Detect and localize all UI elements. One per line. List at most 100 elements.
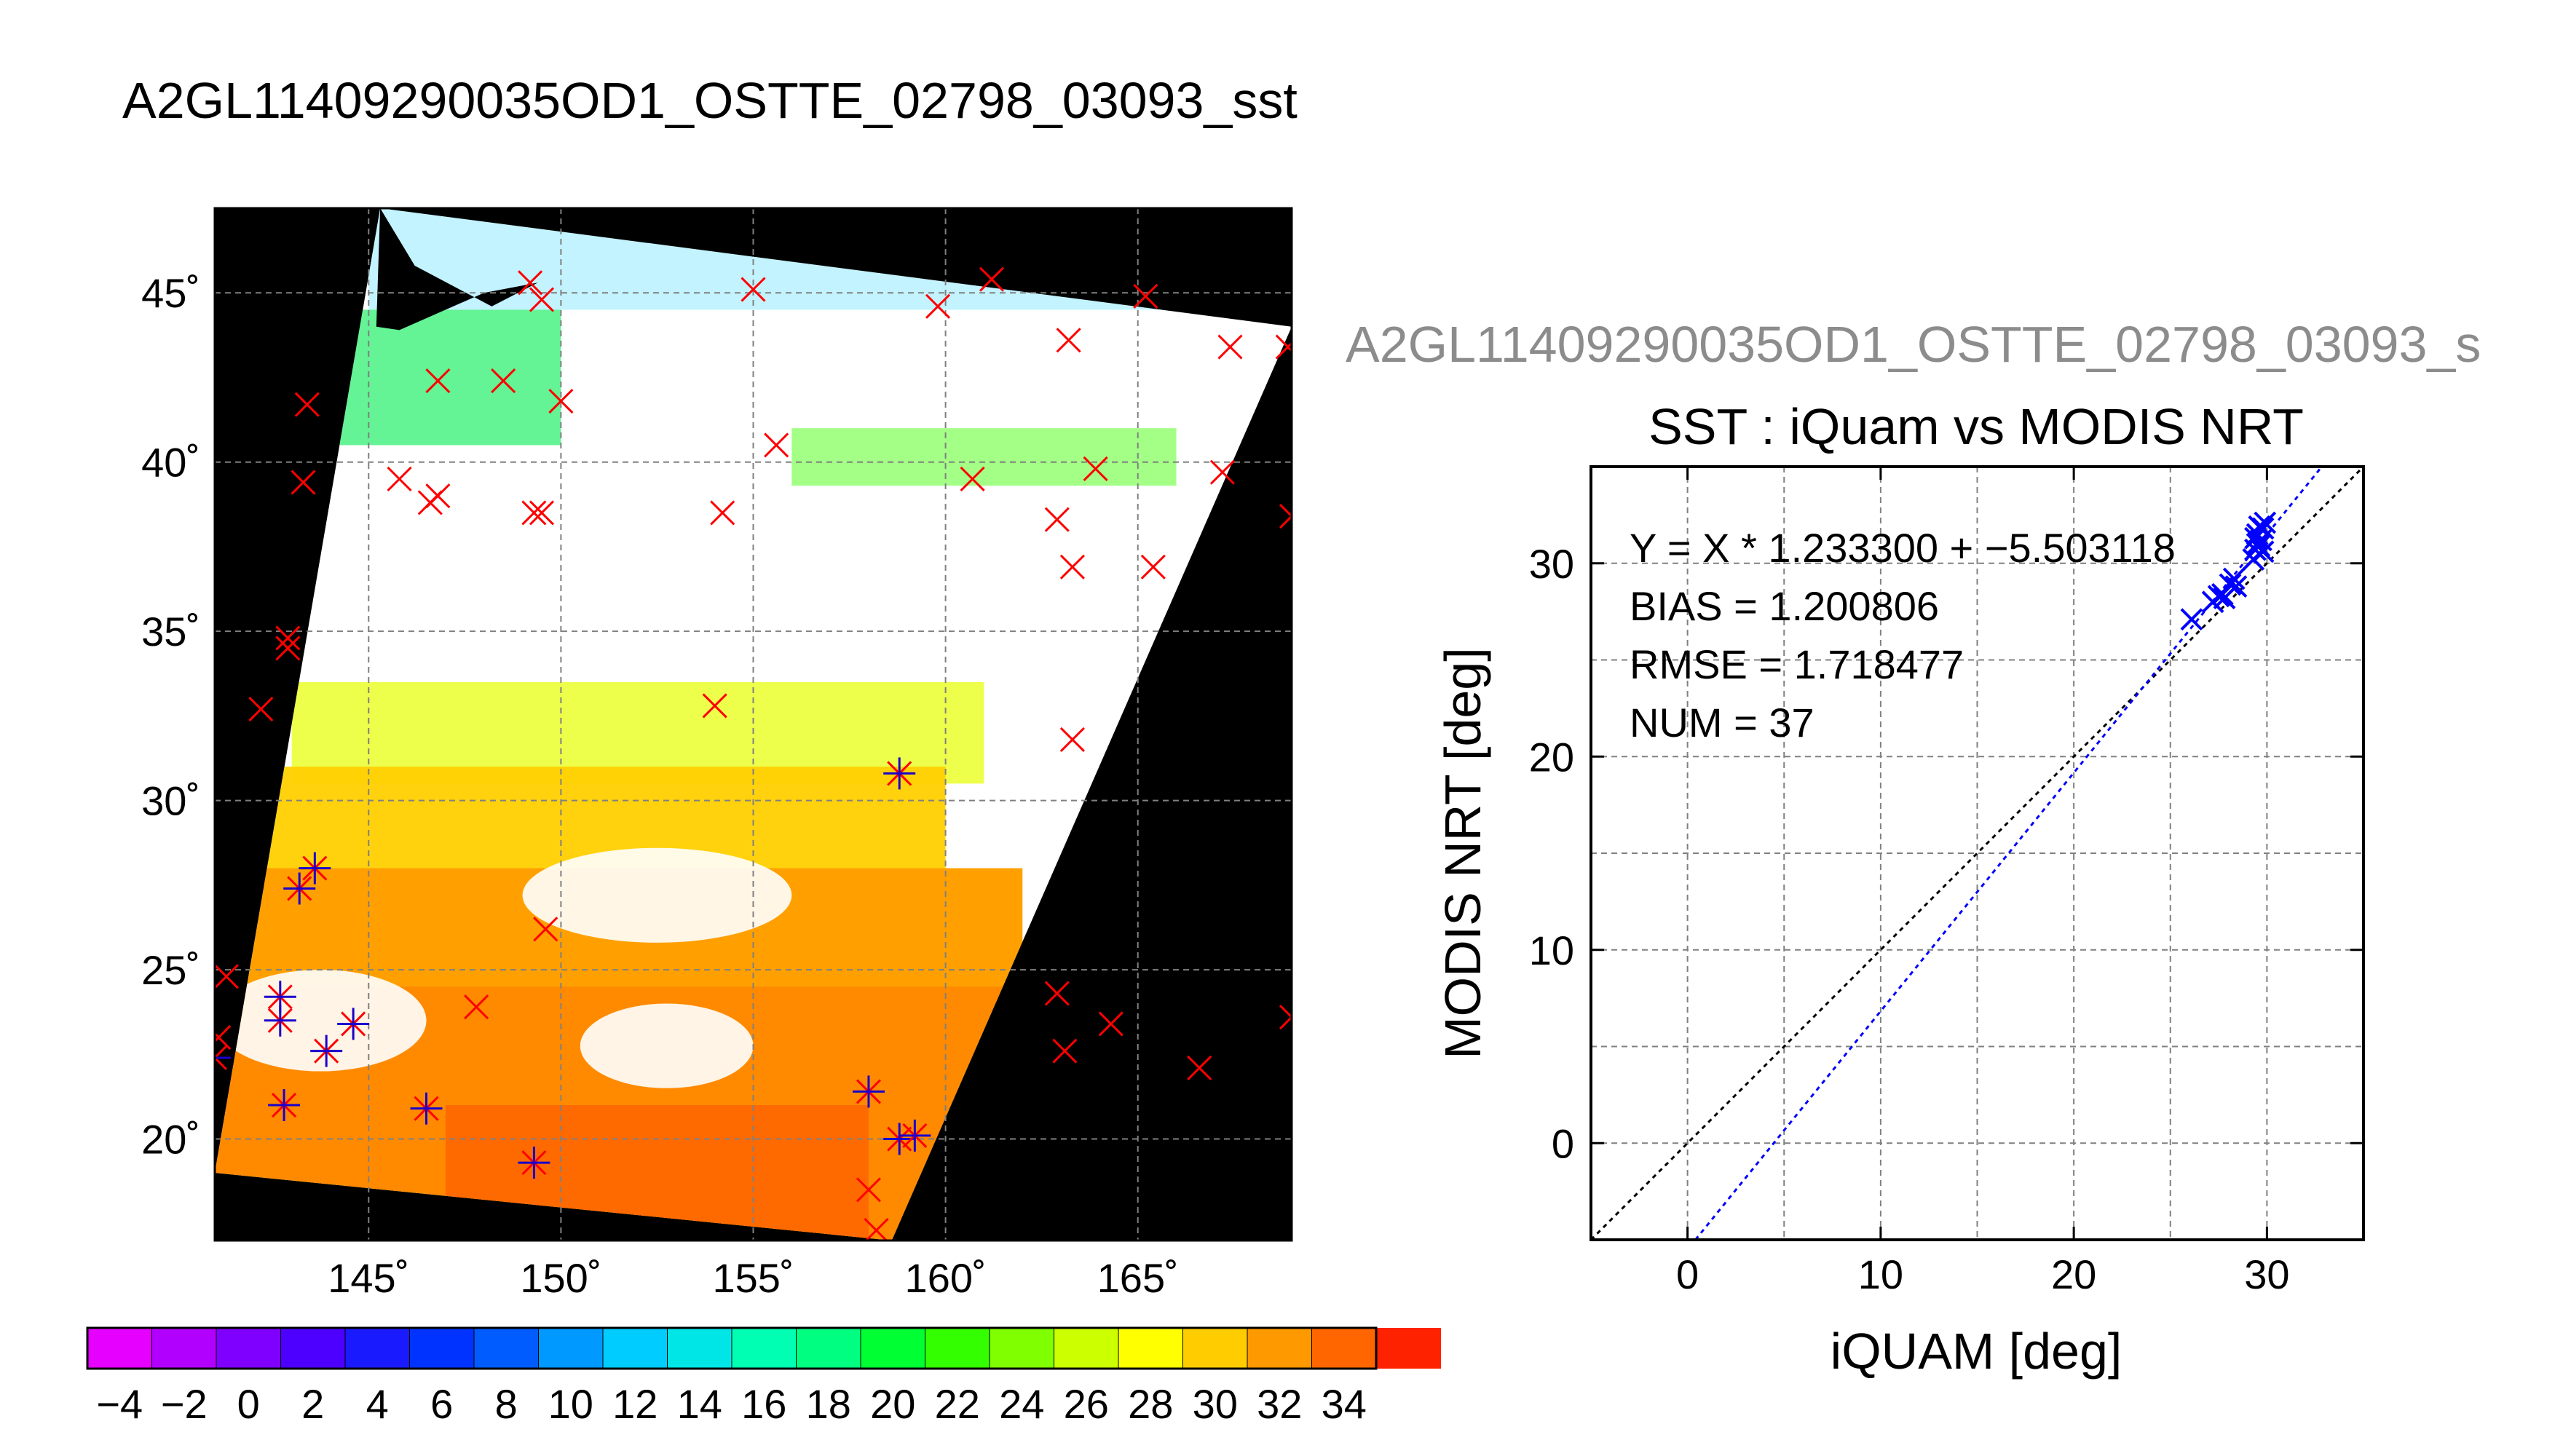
- scatter-point: [2224, 575, 2248, 598]
- unmatched-marker: [275, 636, 301, 661]
- colorbar-bin: [990, 1328, 1054, 1369]
- map-x-tick-label: 150˚: [520, 1255, 601, 1301]
- colorbar-tick-label: −2: [161, 1381, 208, 1427]
- unmatched-marker: [1083, 456, 1108, 482]
- colorbar-tick-label: 34: [1322, 1381, 1367, 1427]
- colorbar-tick-label: 16: [741, 1381, 786, 1427]
- colorbar-bin: [1376, 1328, 1441, 1369]
- unmatched-marker: [702, 693, 727, 719]
- unmatched-marker: [1279, 504, 1292, 518]
- unmatched-marker: [1279, 1005, 1292, 1019]
- colorbar-tick-label: 8: [495, 1381, 518, 1427]
- colorbar-bin: [732, 1328, 797, 1369]
- unmatched-marker: [529, 287, 555, 312]
- colorbar-bin: [216, 1328, 281, 1369]
- unmatched-marker: [1140, 554, 1166, 579]
- unmatched-marker: [710, 500, 735, 526]
- identity-line: [1591, 467, 2364, 1240]
- unmatched-marker: [1052, 1038, 1078, 1064]
- scatter-title: SST : iQuam vs MODIS NRT: [1648, 398, 2304, 455]
- scatter-stat-line: BIAS = 1.200806: [1630, 583, 1939, 629]
- colorbar-tick-label: 20: [870, 1381, 915, 1427]
- colorbar-bin: [1311, 1328, 1377, 1369]
- unmatched-marker: [417, 490, 443, 515]
- colorbar-tick-label: 2: [301, 1381, 324, 1427]
- colorbar-tick-label: 24: [999, 1381, 1044, 1427]
- scatter-y-tick-label: 0: [1552, 1120, 1574, 1166]
- scatter-stat-line: NUM = 37: [1630, 700, 1814, 745]
- unmatched-marker: [1098, 1011, 1124, 1037]
- colorbar-bin: [151, 1328, 217, 1369]
- scatter-y-tick-label: 30: [1529, 541, 1574, 587]
- unmatched-marker: [856, 1177, 882, 1203]
- unmatched-marker: [1059, 727, 1085, 752]
- scatter-x-tick-label: 10: [1858, 1251, 1903, 1297]
- unmatched-marker: [1059, 554, 1085, 579]
- colorbar-bin: [1247, 1328, 1312, 1369]
- unmatched-marker: [291, 470, 316, 495]
- map-y-tick-label: 40˚: [141, 440, 200, 486]
- unmatched-marker: [741, 277, 766, 302]
- colorbar-tick-label: 12: [612, 1381, 657, 1427]
- unmatched-marker: [960, 466, 985, 491]
- colorbar-bin: [1118, 1328, 1183, 1369]
- unmatched-marker: [425, 368, 451, 394]
- main-title: A2GL11409290035OD1_OSTTE_02798_03093_sst: [122, 72, 1298, 129]
- sst-map-panel: 145˚ 150˚ 155˚ 160˚ 165˚ 20˚ 25˚ 30˚ 35˚ 40˚ 45˚: [141, 207, 1293, 1301]
- scatter-point: [2248, 534, 2271, 558]
- scatter-point: [2254, 511, 2277, 534]
- scatter-frame: [1590, 465, 2365, 1241]
- unmatched-marker: [518, 270, 543, 296]
- colorbar-bin: [667, 1328, 732, 1369]
- unmatched-marker: [1275, 341, 1292, 360]
- map-grid: [215, 208, 1292, 1241]
- unmatched-marker: [925, 293, 951, 319]
- unmatched-marker: [275, 625, 301, 651]
- colorbar-bin: [603, 1328, 668, 1369]
- scatter-y-tick-label: 20: [1529, 734, 1574, 780]
- colorbar-bin: [474, 1328, 539, 1369]
- scatter-panel: A2GL11409290035OD1_OSTTE_02798_03093_s S…: [1346, 316, 2481, 1380]
- scatter-stat-line: Y = X * 1.233300 + −5.503118: [1630, 525, 2176, 571]
- unmatched-marker: [215, 1024, 232, 1043]
- unmatched-marker: [1044, 507, 1070, 532]
- map-y-tick-label: 35˚: [141, 609, 200, 654]
- cloud-gap: [215, 970, 427, 1072]
- colorbar-tick-label: 22: [935, 1381, 980, 1427]
- colorbar-bin: [345, 1328, 410, 1369]
- matched-marker-x: [215, 1056, 228, 1071]
- unmatched-marker: [529, 500, 555, 526]
- map-x-tick-label: 155˚: [712, 1255, 794, 1301]
- colorbar-bin: [1054, 1328, 1119, 1369]
- unmatched-marker: [215, 964, 239, 989]
- colorbar-bin: [538, 1328, 604, 1369]
- colorbar-tick-label: 26: [1064, 1381, 1109, 1427]
- colorbar-tick-label: −4: [96, 1381, 143, 1427]
- colorbar-bin: [409, 1328, 475, 1369]
- scatter-x-tick-label: 20: [2051, 1251, 2096, 1297]
- unmatched-marker: [1044, 981, 1070, 1006]
- map-x-tick-label: 145˚: [328, 1255, 409, 1301]
- scatter-y-tick-label: 10: [1529, 927, 1574, 973]
- unmatched-marker: [533, 917, 558, 942]
- map-y-tick-label: 20˚: [141, 1117, 200, 1163]
- unmatched-marker: [1056, 328, 1081, 353]
- scatter-stat-line: RMSE = 1.718477: [1630, 641, 1964, 687]
- scatter-grid: [1591, 467, 2364, 1240]
- scatter-statistics: Y = X * 1.233300 + −5.503118 BIAS = 1.200…: [1630, 525, 2176, 745]
- scatter-point: [2180, 608, 2203, 631]
- scatter-points: [2180, 511, 2277, 631]
- colorbar-bin: [796, 1328, 861, 1369]
- unmatched-marker: [1217, 334, 1243, 360]
- unmatched-marker: [864, 1217, 889, 1241]
- cloud-gap: [522, 847, 792, 943]
- colorbar-bin: [280, 1328, 346, 1369]
- unmatched-marker: [764, 432, 789, 458]
- map-y-tick-label: 25˚: [141, 947, 200, 993]
- scatter-x-label: iQUAM [deg]: [1831, 1323, 2122, 1380]
- sst-patch: [330, 309, 561, 446]
- colorbar-tick-label: 14: [677, 1381, 722, 1427]
- unmatched-marker: [1279, 514, 1292, 529]
- colorbar-tick-label: 32: [1257, 1381, 1302, 1427]
- colorbar-tick-label: 0: [237, 1381, 260, 1427]
